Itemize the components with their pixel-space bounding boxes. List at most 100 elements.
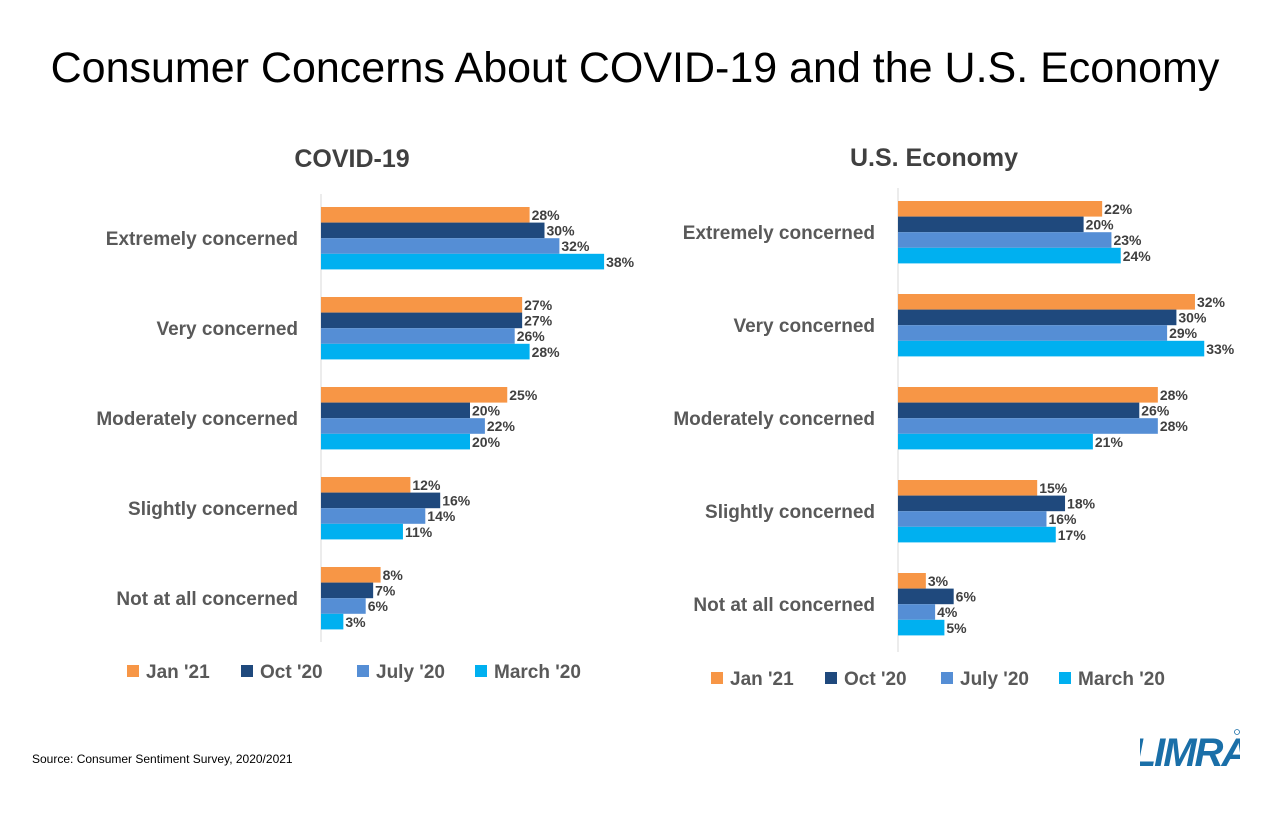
economy-value-label: 16% — [1048, 511, 1077, 527]
economy-category-label: Very concerned — [733, 316, 875, 337]
economy-bar-july-20-not-at-all-concerned — [898, 604, 936, 620]
covid-category-label: Very concerned — [156, 319, 298, 340]
covid-bar-oct-20-very-concerned — [321, 312, 523, 329]
economy-bar-march-20-extremely-concerned — [898, 247, 1121, 264]
covid-value-label: 20% — [472, 434, 501, 450]
covid-value-label: 22% — [487, 418, 516, 434]
economy-bar-oct-20-moderately-concerned — [898, 402, 1140, 419]
covid-value-label: 11% — [405, 524, 433, 540]
economy-value-label: 30% — [1178, 310, 1207, 326]
economy-value-label: 23% — [1113, 232, 1142, 248]
covid-bar-july-20-slightly-concerned — [321, 508, 426, 524]
economy-bar-march-20-moderately-concerned — [898, 433, 1093, 450]
economy-value-label: 6% — [956, 589, 977, 605]
covid-legend-label-march-20: March '20 — [494, 662, 581, 683]
covid-value-label: 27% — [524, 297, 553, 313]
economy-bar-oct-20-extremely-concerned — [898, 216, 1084, 233]
economy-value-label: 32% — [1197, 294, 1226, 310]
covid-value-label: 12% — [412, 477, 441, 493]
covid-value-label: 7% — [375, 583, 396, 599]
covid-bar-oct-20-moderately-concerned — [321, 402, 470, 419]
covid-value-label: 8% — [383, 567, 404, 583]
covid-bar-jan-21-very-concerned — [321, 297, 523, 313]
economy-bar-jan-21-not-at-all-concerned — [898, 573, 926, 589]
economy-value-label: 29% — [1169, 325, 1198, 341]
covid-value-label: 6% — [368, 598, 389, 614]
covid-bar-march-20-moderately-concerned — [321, 433, 470, 450]
economy-bar-oct-20-slightly-concerned — [898, 495, 1066, 512]
economy-bar-july-20-slightly-concerned — [898, 511, 1047, 527]
covid-value-label: 27% — [524, 313, 553, 329]
covid-category-label: Not at all concerned — [116, 589, 298, 610]
covid-legend-swatch-march-20 — [475, 665, 487, 677]
covid-legend-swatch-oct-20 — [241, 665, 253, 677]
economy-legend-label-oct-20: Oct '20 — [844, 669, 907, 690]
covid-bar-jan-21-extremely-concerned — [321, 207, 530, 223]
economy-bar-jan-21-slightly-concerned — [898, 480, 1038, 496]
covid-value-label: 25% — [509, 387, 538, 403]
economy-value-label: 4% — [937, 604, 958, 620]
covid-bar-july-20-moderately-concerned — [321, 418, 485, 434]
covid-bar-jan-21-not-at-all-concerned — [321, 567, 381, 583]
economy-category-label: Not at all concerned — [693, 595, 875, 616]
economy-chart-title: U.S. Economy — [850, 144, 1018, 172]
covid-value-label: 16% — [442, 493, 471, 509]
economy-legend-swatch-july-20 — [941, 672, 953, 684]
covid-category-label: Moderately concerned — [96, 409, 298, 430]
economy-value-label: 24% — [1123, 248, 1152, 264]
economy-bar-july-20-extremely-concerned — [898, 232, 1112, 248]
covid-bar-july-20-not-at-all-concerned — [321, 598, 366, 614]
economy-legend-label-july-20: July '20 — [960, 669, 1029, 690]
covid-category-label: Slightly concerned — [128, 499, 298, 520]
economy-legend-label-jan-21: Jan '21 — [730, 669, 794, 690]
covid-value-label: 38% — [606, 254, 635, 270]
economy-category-label: Extremely concerned — [683, 223, 875, 244]
economy-bar-july-20-very-concerned — [898, 325, 1168, 341]
economy-value-label: 18% — [1067, 496, 1096, 512]
economy-category-label: Moderately concerned — [673, 409, 875, 430]
covid-bar-jan-21-slightly-concerned — [321, 477, 411, 493]
covid-category-label: Extremely concerned — [106, 229, 298, 250]
covid-value-label: 28% — [532, 207, 561, 223]
economy-bar-jan-21-very-concerned — [898, 294, 1195, 310]
economy-value-label: 28% — [1160, 418, 1189, 434]
economy-legend-swatch-oct-20 — [825, 672, 837, 684]
covid-bar-march-20-slightly-concerned — [321, 523, 403, 540]
economy-bar-oct-20-not-at-all-concerned — [898, 588, 954, 605]
economy-value-label: 26% — [1141, 403, 1170, 419]
economy-bar-march-20-slightly-concerned — [898, 526, 1056, 543]
economy-value-label: 5% — [946, 620, 967, 636]
covid-legend-label-oct-20: Oct '20 — [260, 662, 323, 683]
source-note: Source: Consumer Sentiment Survey, 2020/… — [32, 752, 293, 766]
economy-bar-oct-20-very-concerned — [898, 309, 1177, 326]
economy-legend-swatch-march-20 — [1059, 672, 1071, 684]
covid-bar-jan-21-moderately-concerned — [321, 387, 508, 403]
economy-value-label: 22% — [1104, 201, 1133, 217]
economy-bar-march-20-very-concerned — [898, 340, 1205, 357]
economy-value-label: 21% — [1095, 434, 1124, 450]
covid-bar-march-20-very-concerned — [321, 343, 530, 360]
covid-legend-swatch-july-20 — [357, 665, 369, 677]
economy-bar-march-20-not-at-all-concerned — [898, 619, 945, 636]
economy-bar-jan-21-extremely-concerned — [898, 201, 1103, 217]
covid-value-label: 32% — [561, 238, 590, 254]
covid-legend-label-july-20: July '20 — [376, 662, 445, 683]
economy-value-label: 28% — [1160, 387, 1189, 403]
covid-value-label: 26% — [517, 328, 546, 344]
covid-bar-oct-20-not-at-all-concerned — [321, 582, 374, 599]
covid-value-label: 14% — [427, 508, 456, 524]
covid-bar-july-20-very-concerned — [321, 328, 515, 344]
economy-value-label: 20% — [1086, 217, 1115, 233]
covid-bar-march-20-not-at-all-concerned — [321, 613, 344, 630]
covid-legend-swatch-jan-21 — [127, 665, 139, 677]
covid-value-label: 30% — [547, 223, 576, 239]
covid-bar-oct-20-extremely-concerned — [321, 222, 545, 239]
covid-value-label: 28% — [532, 344, 561, 360]
economy-value-label: 3% — [928, 573, 949, 589]
limra-logo: LIMRA — [1140, 729, 1240, 774]
economy-bar-july-20-moderately-concerned — [898, 418, 1158, 434]
covid-chart-title: COVID-19 — [294, 145, 409, 173]
covid-value-label: 20% — [472, 403, 501, 419]
